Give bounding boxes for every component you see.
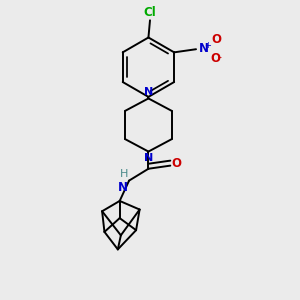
Text: O: O — [172, 157, 182, 169]
Text: Cl: Cl — [144, 6, 156, 20]
Text: +: + — [205, 41, 211, 50]
Text: O: O — [211, 33, 221, 46]
Text: N: N — [118, 181, 128, 194]
Text: H: H — [119, 169, 128, 179]
Text: N: N — [199, 42, 208, 55]
Text: N: N — [144, 153, 153, 163]
Text: -: - — [217, 52, 221, 62]
Text: O: O — [210, 52, 220, 65]
Text: N: N — [144, 87, 153, 97]
